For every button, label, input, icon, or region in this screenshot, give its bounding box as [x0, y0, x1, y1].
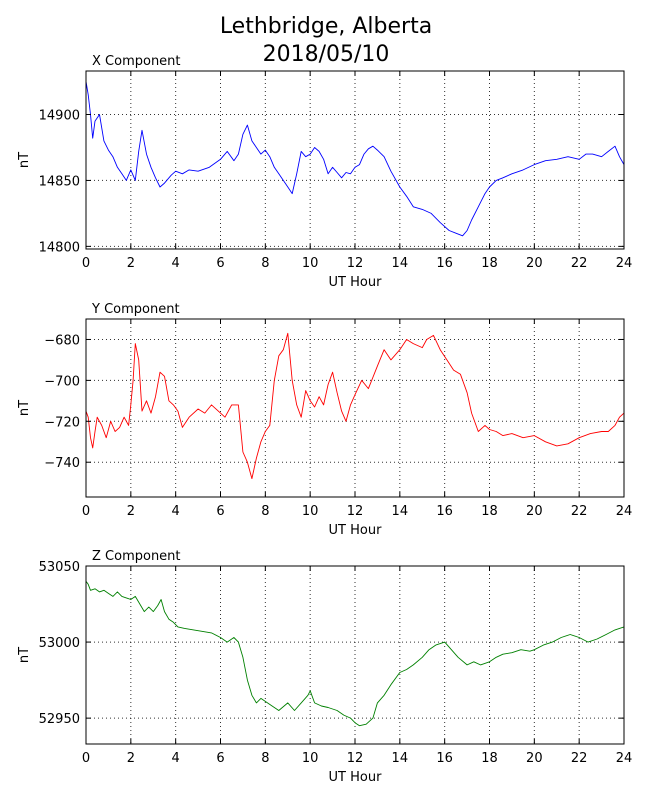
x-tick-label: 16 — [436, 504, 453, 519]
x-tick-label: 8 — [261, 256, 269, 271]
x-tick-label: 16 — [436, 256, 453, 271]
x-tick-label: 2 — [127, 504, 135, 519]
series-line-y — [85, 332, 625, 480]
x-tick-label: 6 — [216, 504, 224, 519]
x-tick-label: 4 — [172, 256, 180, 271]
series-line-x — [85, 81, 625, 237]
x-tick-label: 10 — [302, 751, 319, 766]
x-tick-label: 14 — [392, 256, 409, 271]
x-tick-label: 0 — [82, 504, 90, 519]
y-tick-label: −720 — [44, 415, 80, 430]
y-tick-label: −740 — [44, 456, 80, 471]
x-tick-label: 0 — [82, 751, 90, 766]
x-tick-label: 6 — [216, 751, 224, 766]
panel-title: X Component — [92, 54, 181, 69]
x-tick-label: 24 — [616, 256, 633, 271]
x-tick-label: 12 — [347, 256, 364, 271]
x-tick-label: 20 — [526, 256, 543, 271]
x-tick-label: 10 — [302, 256, 319, 271]
x-tick-label: 8 — [261, 751, 269, 766]
x-tick-label: 22 — [571, 751, 588, 766]
x-tick-label: 2 — [127, 256, 135, 271]
y-tick-label: −700 — [44, 374, 80, 389]
x-tick-label: 22 — [571, 256, 588, 271]
x-tick-label: 14 — [392, 504, 409, 519]
x-tick-label: 16 — [436, 751, 453, 766]
x-tick-label: 12 — [347, 504, 364, 519]
y-tick-label: 14900 — [39, 109, 80, 124]
x-tick-label: 20 — [526, 751, 543, 766]
y-tick-label: 14800 — [39, 240, 80, 255]
x-tick-label: 18 — [481, 751, 498, 766]
chart-subtitle-date: 2018/05/10 — [263, 42, 390, 67]
x-axis-label: UT Hour — [329, 770, 383, 785]
x-tick-label: 0 — [82, 256, 90, 271]
x-tick-label: 8 — [261, 504, 269, 519]
panel-title: Z Component — [92, 549, 181, 564]
x-tick-label: 20 — [526, 504, 543, 519]
x-tick-label: 12 — [347, 751, 364, 766]
y-tick-label: 53050 — [39, 560, 80, 575]
x-tick-label: 6 — [216, 256, 224, 271]
y-axis-label: nT — [17, 647, 32, 663]
x-tick-label: 24 — [616, 751, 633, 766]
x-tick-label: 4 — [172, 751, 180, 766]
x-axis-label: UT Hour — [329, 275, 383, 290]
series-line-z — [85, 580, 625, 727]
y-axis-label: nT — [17, 152, 32, 168]
y-tick-label: 52950 — [39, 712, 80, 727]
x-tick-label: 22 — [571, 504, 588, 519]
chart-title: Lethbridge, Alberta — [220, 14, 432, 39]
y-tick-label: 14850 — [39, 174, 80, 189]
x-tick-label: 4 — [172, 504, 180, 519]
panel-title: Y Component — [91, 302, 180, 317]
y-tick-label: 53000 — [39, 636, 80, 651]
x-tick-label: 24 — [616, 504, 633, 519]
x-tick-label: 18 — [481, 504, 498, 519]
y-axis-label: nT — [17, 400, 32, 416]
x-tick-label: 14 — [392, 751, 409, 766]
y-tick-label: −680 — [44, 333, 80, 348]
x-tick-label: 2 — [127, 751, 135, 766]
x-axis-label: UT Hour — [329, 523, 383, 538]
x-tick-label: 10 — [302, 504, 319, 519]
x-tick-label: 18 — [481, 256, 498, 271]
